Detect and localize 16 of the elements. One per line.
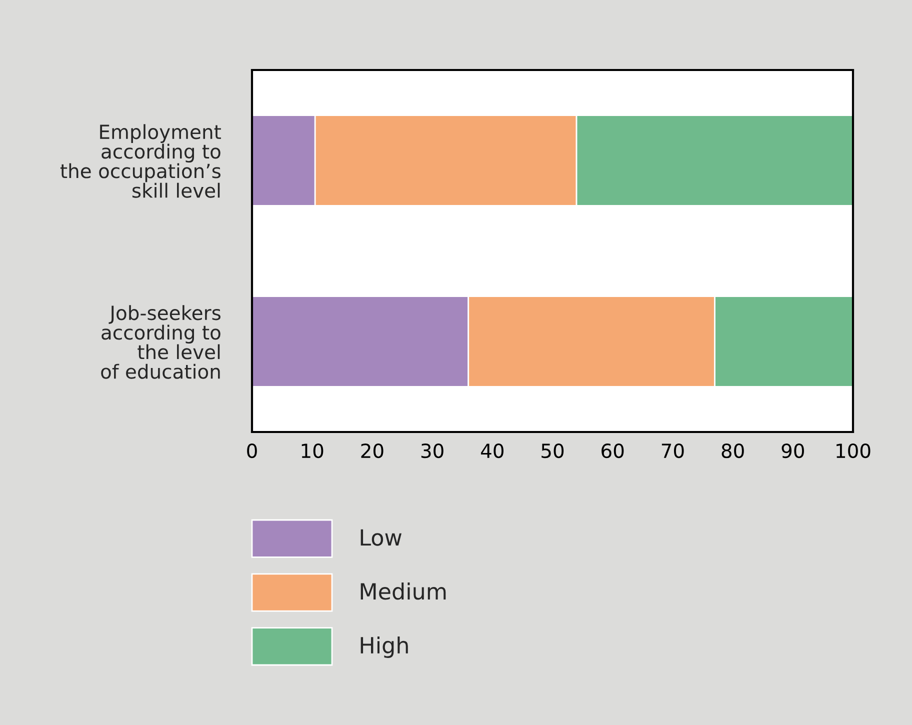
x-tick-label: 30 [421,443,444,458]
x-tick-label: 100 [836,443,870,458]
x-tick-label: 20 [361,443,384,458]
x-tick-label: 40 [480,443,504,458]
legend-label: Low [360,529,402,546]
y-tick-label: Employment according to the occupation’s skill level [60,124,221,198]
legend-label: Medium [360,582,446,600]
x-tick-label: 0 [247,443,257,458]
x-tick-label: 60 [602,443,624,458]
x-tick-label: 10 [302,443,324,458]
x-tick-label: 50 [542,443,564,458]
legend-label: High [360,636,408,658]
x-tick-label: 90 [782,443,804,458]
y-tick-label: Job-seekers according to the level of education [101,305,220,379]
x-tick-label: 70 [662,443,684,458]
x-tick-label: 80 [722,443,744,458]
